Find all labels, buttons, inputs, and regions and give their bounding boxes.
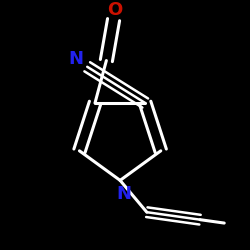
Text: N: N	[69, 50, 84, 68]
Text: N: N	[116, 185, 131, 203]
Text: O: O	[107, 1, 122, 19]
